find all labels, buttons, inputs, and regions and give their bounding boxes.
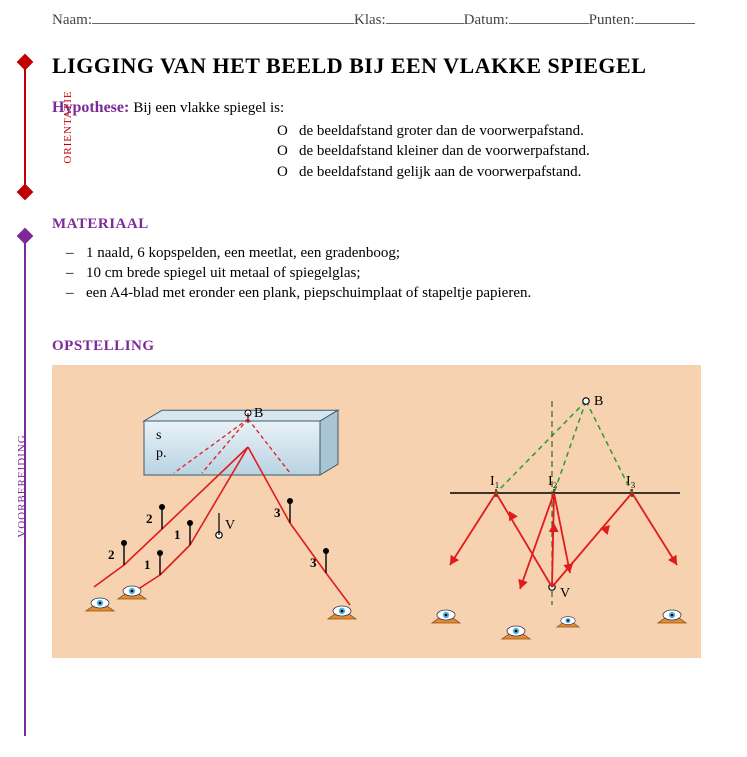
rail-voorbereiding: VOORBEREIDING xyxy=(12,236,38,736)
header-fields: Naam: Klas: Datum: Punten: xyxy=(52,12,725,29)
svg-text:V: V xyxy=(225,518,235,533)
svg-text:I₃: I₃ xyxy=(626,474,636,489)
option-text: de beeldafstand kleiner dan de voorwerpa… xyxy=(299,141,590,161)
hypothese-line: Hypothese: Bij een vlakke spiegel is: xyxy=(52,99,725,117)
section-heading-materiaal: MATERIAAL xyxy=(52,216,725,233)
option-row: Ode beeldafstand kleiner dan de voorwerp… xyxy=(277,141,725,161)
header-blank xyxy=(386,23,464,24)
section-heading-opstelling: OPSTELLING xyxy=(52,338,725,355)
svg-text:2: 2 xyxy=(146,511,153,526)
svg-text:V: V xyxy=(560,586,570,601)
svg-text:s: s xyxy=(156,428,161,443)
page-title: LIGGING VAN HET BEELD BIJ EEN VLAKKE SPI… xyxy=(52,53,725,79)
svg-text:p.: p. xyxy=(156,446,167,461)
materiaal-item: 10 cm brede spiegel uit metaal of spiege… xyxy=(72,263,725,283)
option-marker[interactable]: O xyxy=(277,141,299,161)
hypothese-intro: Bij een vlakke spiegel is: xyxy=(133,100,284,116)
svg-text:B: B xyxy=(254,406,263,421)
option-row: Ode beeldafstand gelijk aan de voorwerpa… xyxy=(277,162,725,182)
header-label: Klas: xyxy=(354,12,386,29)
header-label: Punten: xyxy=(589,12,635,29)
svg-text:B: B xyxy=(594,394,603,409)
option-marker[interactable]: O xyxy=(277,162,299,182)
header-blank xyxy=(635,23,695,24)
header-blank xyxy=(509,23,589,24)
option-row: Ode beeldafstand groter dan de voorwerpa… xyxy=(277,121,725,141)
svg-text:1: 1 xyxy=(144,557,151,572)
rail-voorbereiding-label: VOORBEREIDING xyxy=(16,406,28,566)
option-text: de beeldafstand gelijk aan de voorwerpaf… xyxy=(299,162,581,182)
opstelling-diagram: sp.B112233VI₁I₂I₃BV xyxy=(52,365,701,658)
svg-text:1: 1 xyxy=(174,527,181,542)
materiaal-item: een A4-blad met eronder een plank, pieps… xyxy=(72,283,725,303)
svg-text:3: 3 xyxy=(310,555,317,570)
svg-text:2: 2 xyxy=(108,547,115,562)
option-text: de beeldafstand groter dan de voorwerpaf… xyxy=(299,121,584,141)
hypothese-options: Ode beeldafstand groter dan de voorwerpa… xyxy=(277,121,725,182)
option-marker[interactable]: O xyxy=(277,121,299,141)
header-label: Datum: xyxy=(464,12,509,29)
rail-orientatie: ORIENTATIE xyxy=(12,62,38,192)
header-blank xyxy=(92,23,354,24)
header-label: Naam: xyxy=(52,12,92,29)
materiaal-item: 1 naald, 6 kopspelden, een meetlat, een … xyxy=(72,243,725,263)
svg-text:3: 3 xyxy=(274,505,281,520)
materiaal-list: 1 naald, 6 kopspelden, een meetlat, een … xyxy=(54,243,725,304)
rail-orientatie-label: ORIENTATIE xyxy=(62,67,74,187)
svg-text:I₁: I₁ xyxy=(490,474,500,489)
